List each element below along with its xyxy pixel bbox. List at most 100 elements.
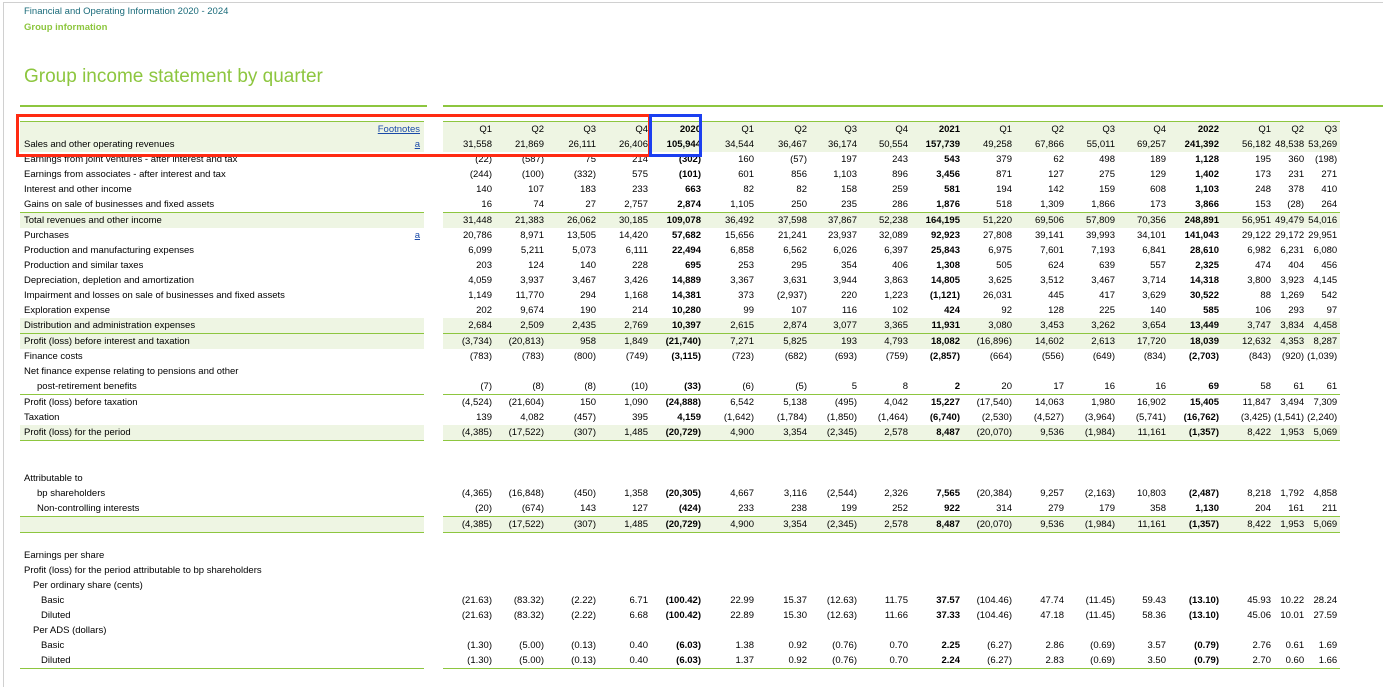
footnote-link[interactable]: a	[415, 139, 420, 150]
gap-cell	[424, 548, 443, 563]
value-cell: 202	[443, 303, 495, 318]
value-cell: 28,610	[1169, 243, 1222, 258]
value-cell: 31,558	[443, 137, 495, 152]
header-row: Footnotes Q1 Q2 Q3 Q4 2020 Q1 Q2 Q3 Q4 2021 Q1 Q2 Q3 Q…	[20, 122, 1340, 138]
value-cell: 6.68	[599, 608, 651, 623]
value-cell: 4,900	[704, 517, 757, 533]
table-row: Diluted (21.63) (83.32) (2.22) 6.68 (100.42) 2…	[20, 608, 1340, 623]
value-cell	[599, 623, 651, 638]
value-cell: 139	[443, 410, 495, 425]
value-cell: 8,422	[1222, 517, 1274, 533]
row-label: Profit (loss) before interest and taxati…	[20, 334, 364, 350]
gap-cell	[424, 441, 443, 457]
value-cell: 45.93	[1222, 593, 1274, 608]
gap-cell	[424, 608, 443, 623]
value-cell: 663	[651, 182, 704, 197]
value-cell: 354	[810, 258, 860, 273]
value-cell	[651, 364, 704, 379]
value-cell: 47.74	[1015, 593, 1067, 608]
value-cell: 11,770	[495, 288, 547, 303]
value-cell: 1,090	[599, 395, 651, 411]
footnote-cell	[364, 395, 424, 411]
value-cell	[1067, 364, 1118, 379]
value-cell: (28)	[1274, 197, 1307, 213]
value-cell: 69,506	[1015, 213, 1067, 229]
value-cell	[599, 548, 651, 563]
value-cell	[547, 623, 599, 638]
row-label: Depreciation, depletion and amortization	[20, 273, 364, 288]
value-cell: (307)	[547, 517, 599, 533]
row-label: Earnings from associates - after interes…	[20, 167, 364, 182]
value-cell: 253	[704, 258, 757, 273]
value-cell: 0.92	[757, 638, 810, 653]
value-cell: (4,365)	[443, 486, 495, 501]
value-cell: (2,487)	[1169, 486, 1222, 501]
value-cell: 69	[1169, 379, 1222, 395]
row-label: Gains on sale of businesses and fixed as…	[20, 197, 364, 213]
value-cell	[810, 548, 860, 563]
value-cell	[757, 471, 810, 486]
value-cell	[599, 456, 651, 471]
value-cell: 183	[547, 182, 599, 197]
value-cell: 21,241	[757, 228, 810, 243]
value-cell: 264	[1307, 197, 1340, 213]
value-cell: 17,720	[1118, 334, 1169, 350]
value-cell: 2,326	[860, 486, 911, 501]
value-cell	[495, 364, 547, 379]
value-cell	[1118, 364, 1169, 379]
footnote-cell	[364, 182, 424, 197]
row-label: Basic	[20, 638, 364, 653]
value-cell: (5)	[757, 379, 810, 395]
value-cell	[599, 563, 651, 578]
value-cell: 58.36	[1118, 608, 1169, 623]
value-cell: 26,406	[599, 137, 651, 152]
value-cell: 157,739	[911, 137, 963, 152]
footnote-link[interactable]: a	[415, 230, 420, 241]
value-cell: 6,542	[704, 395, 757, 411]
value-cell	[1067, 563, 1118, 578]
value-cell	[1274, 548, 1307, 563]
gap-cell	[424, 456, 443, 471]
table-row: Per ordinary share (cents)	[20, 578, 1340, 593]
value-cell: 4,042	[860, 395, 911, 411]
gap-cell	[424, 364, 443, 379]
table-row: Profit (loss) before interest and taxati…	[20, 334, 1340, 350]
row-label: Attributable to	[20, 471, 364, 486]
value-cell: 0.61	[1274, 638, 1307, 653]
value-cell: 404	[1274, 258, 1307, 273]
value-cell: (749)	[599, 349, 651, 364]
value-cell	[443, 441, 495, 457]
section-title: Group information	[24, 22, 107, 33]
value-cell	[911, 548, 963, 563]
value-cell: 69,257	[1118, 137, 1169, 152]
value-cell: 34,101	[1118, 228, 1169, 243]
value-cell	[443, 364, 495, 379]
value-cell	[495, 456, 547, 471]
value-cell: 11.66	[860, 608, 911, 623]
value-cell: 61	[1274, 379, 1307, 395]
value-cell: 10.01	[1274, 608, 1307, 623]
footnote-cell	[364, 318, 424, 334]
value-cell: (6.03)	[651, 653, 704, 669]
value-cell: 127	[1015, 167, 1067, 182]
table-row: Interest and other income 140 107 183 233 663…	[20, 182, 1340, 197]
value-cell: 30,185	[599, 213, 651, 229]
value-cell: (0.79)	[1169, 653, 1222, 669]
table-row: Impairment and losses on sale of busines…	[20, 288, 1340, 303]
row-label: Basic	[20, 593, 364, 608]
value-cell: 6,026	[810, 243, 860, 258]
value-cell: 5,138	[757, 395, 810, 411]
value-cell: 1.38	[704, 638, 757, 653]
value-cell	[1015, 364, 1067, 379]
value-cell: 1,953	[1274, 425, 1307, 441]
value-cell: (1,464)	[860, 410, 911, 425]
value-cell: (21.63)	[443, 608, 495, 623]
value-cell: (57)	[757, 152, 810, 167]
row-label: Earnings per share	[20, 548, 364, 563]
value-cell: (21,740)	[651, 334, 704, 350]
footnotes-link[interactable]: Footnotes	[378, 124, 420, 135]
value-cell: 3,456	[911, 167, 963, 182]
footnote-cell	[364, 197, 424, 213]
table-row: Production and similar taxes 203 124 140 228…	[20, 258, 1340, 273]
value-cell: (759)	[860, 349, 911, 364]
